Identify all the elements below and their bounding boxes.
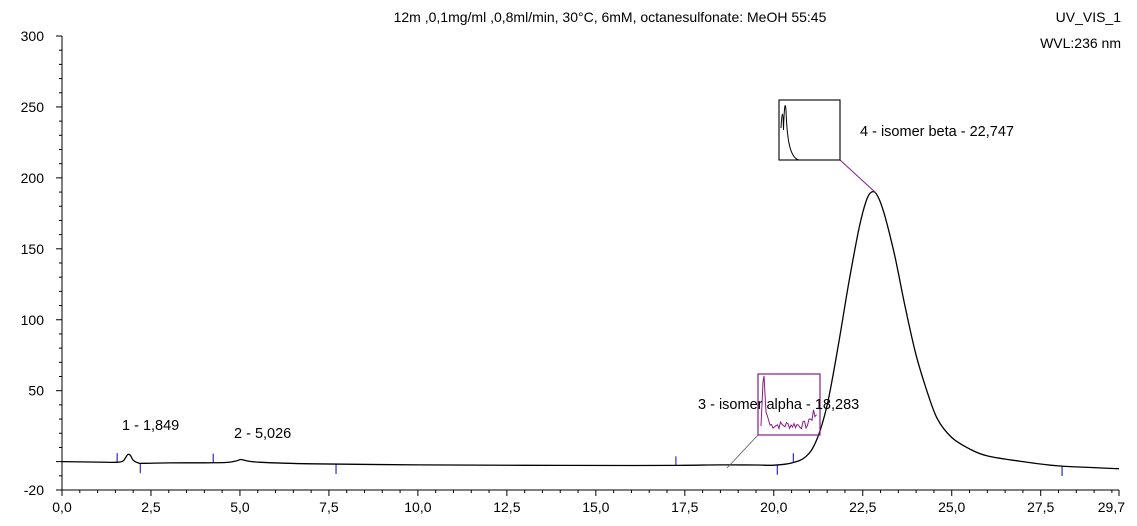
y-tick-label: 100: [21, 312, 45, 328]
x-tick-label: 10,0: [404, 499, 431, 515]
x-tick-label: 20,0: [760, 499, 787, 515]
y-tick-label: -20: [24, 482, 44, 498]
peak-1-label: 1 - 1,849: [122, 418, 179, 434]
integration-marks: [116, 453, 1063, 477]
axes: [56, 35, 1120, 496]
peak-4-inset-box: [778, 99, 841, 161]
x-tick-label: 7,5: [319, 499, 339, 515]
chart-title: 12m ,0,1mg/ml ,0,8ml/min, 30°C, 6mM, oct…: [394, 9, 827, 25]
chromatogram-trace: [61, 190, 1120, 470]
x-tick-label: 12,5: [493, 499, 520, 515]
peak-4-inset-trace: [780, 105, 839, 161]
peak-4-label: 4 - isomer beta - 22,747: [860, 124, 1014, 140]
x-tick-label: 2,5: [141, 499, 161, 515]
peak-3-label: 3 - isomer alpha - 18,283: [698, 397, 859, 413]
peak-3-leader-line: [726, 434, 759, 469]
peak-3-inset: [726, 373, 821, 469]
y-tick-label: 300: [21, 28, 45, 44]
x-tick-label: 29,7: [1098, 499, 1125, 515]
channel-label: UV_VIS_1: [1056, 9, 1122, 25]
y-tick-labels: -20 50 100 150 200 250 300: [21, 28, 45, 498]
y-tick-label: 150: [21, 241, 45, 257]
trace-line: [61, 190, 1120, 470]
wavelength-label: WVL:236 nm: [1040, 35, 1121, 51]
x-tick-label: 17,5: [671, 499, 698, 515]
x-tick-label: 27,5: [1027, 499, 1054, 515]
peak-2-label: 2 - 5,026: [234, 426, 291, 442]
y-tick-label: 50: [28, 383, 44, 399]
peak-3-inset-box: [757, 373, 821, 436]
y-tick-label: 200: [21, 170, 45, 186]
peak-4-leader-line: [839, 159, 877, 194]
x-tick-label: 5,0: [230, 499, 250, 515]
peak-3-inset-trace: [760, 375, 817, 430]
x-tick-label: 22,5: [849, 499, 876, 515]
peak-4-inset: [778, 99, 877, 194]
x-tick-label: 25,0: [938, 499, 965, 515]
x-tick-label: 15,0: [582, 499, 609, 515]
x-tick-labels: 0,0 2,5 5,0 7,5 10,0 12,5 15,0 17,5 20,0 22,5 25,0…: [52, 499, 1125, 515]
y-tick-label: 250: [21, 99, 45, 115]
x-tick-label: 0,0: [52, 499, 72, 515]
